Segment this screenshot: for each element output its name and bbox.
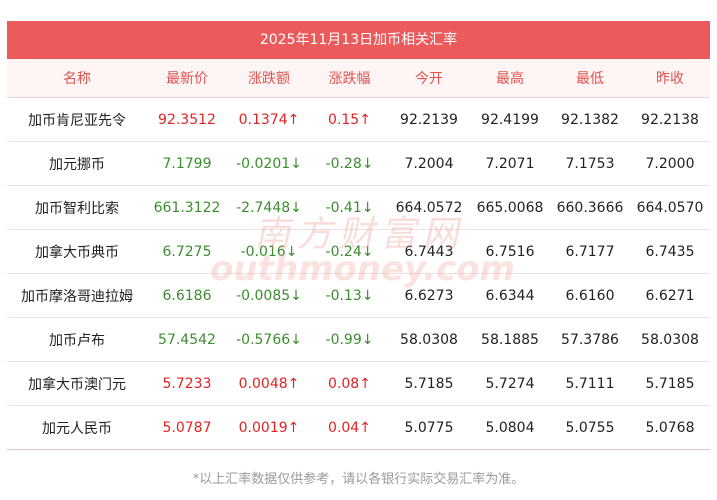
cell-pct: -0.24↓ (311, 229, 388, 274)
cell-latest: 661.3122 (147, 185, 227, 230)
cell-name: 加币智利比索 (7, 185, 147, 230)
cell-pct: 0.08↑ (311, 361, 388, 406)
footnote: *以上汇率数据仅供参考，请以各银行实际交易汇率为准。 (192, 472, 525, 487)
table-row: 加币肯尼亚先令 92.3512 0.1374↑ 0.15↑ 92.2139 92.4199… (7, 97, 710, 142)
cell-change: -0.016↓ (227, 229, 311, 274)
cell-low: 5.0755 (550, 405, 630, 450)
cell-high: 6.7516 (470, 229, 550, 274)
cell-open: 7.2004 (388, 141, 470, 186)
cell-name: 加币卢布 (7, 317, 147, 362)
cell-latest: 57.4542 (147, 317, 227, 362)
cell-high: 5.7274 (470, 361, 550, 406)
header-row: 名称 最新价 涨跌额 涨跌幅 今开 最高 最低 昨收 (7, 59, 710, 98)
cell-high: 58.1885 (470, 317, 550, 362)
col-header-high: 最高 (470, 59, 550, 98)
col-header-open: 今开 (388, 59, 470, 98)
cell-high: 92.4199 (470, 97, 550, 142)
table-row: 加币卢布 57.4542 -0.5766↓ -0.99↓ 58.0308 58.1885 5… (7, 317, 710, 362)
cell-open: 5.7185 (388, 361, 470, 406)
cell-change: -0.0085↓ (227, 273, 311, 318)
cell-high: 6.6344 (470, 273, 550, 318)
rates-table: 名称 最新价 涨跌额 涨跌幅 今开 最高 最低 昨收 加币肯尼亚先令 92.351… (7, 59, 710, 450)
cell-prev: 6.7435 (630, 229, 710, 274)
table-row: 加拿大币澳门元 5.7233 0.0048↑ 0.08↑ 5.7185 5.7274 5.7… (7, 361, 710, 406)
table-row: 加元人民币 5.0787 0.0019↑ 0.04↑ 5.0775 5.0804 5.075… (7, 405, 710, 450)
cell-prev: 6.6271 (630, 273, 710, 318)
cell-pct: 0.15↑ (311, 97, 388, 142)
table-row: 加元挪币 7.1799 -0.0201↓ -0.28↓ 7.2004 7.2071 7.17… (7, 141, 710, 186)
cell-latest: 92.3512 (147, 97, 227, 142)
cell-change: 0.0048↑ (227, 361, 311, 406)
table-title: 2025年11月13日加币相关汇率 (7, 21, 710, 59)
col-header-latest: 最新价 (147, 59, 227, 98)
cell-prev: 5.0768 (630, 405, 710, 450)
cell-open: 6.6273 (388, 273, 470, 318)
cell-open: 664.0572 (388, 185, 470, 230)
cell-latest: 5.7233 (147, 361, 227, 406)
cell-prev: 5.7185 (630, 361, 710, 406)
cell-pct: -0.99↓ (311, 317, 388, 362)
cell-pct: -0.28↓ (311, 141, 388, 186)
cell-latest: 5.0787 (147, 405, 227, 450)
table-row: 加拿大币典币 6.7275 -0.016↓ -0.24↓ 6.7443 6.7516 6.7… (7, 229, 710, 274)
cell-open: 58.0308 (388, 317, 470, 362)
cell-change: 0.1374↑ (227, 97, 311, 142)
table-row: 加币智利比索 661.3122 -2.7448↓ -0.41↓ 664.0572 665.… (7, 185, 710, 230)
cell-name: 加币肯尼亚先令 (7, 97, 147, 142)
cell-low: 6.7177 (550, 229, 630, 274)
cell-pct: -0.41↓ (311, 185, 388, 230)
table-row: 加币摩洛哥迪拉姆 6.6186 -0.0085↓ -0.13↓ 6.6273 6.6344… (7, 273, 710, 318)
cell-low: 5.7111 (550, 361, 630, 406)
col-header-name: 名称 (7, 59, 147, 98)
cell-open: 6.7443 (388, 229, 470, 274)
cell-open: 5.0775 (388, 405, 470, 450)
col-header-low: 最低 (550, 59, 630, 98)
cell-pct: -0.13↓ (311, 273, 388, 318)
cell-low: 6.6160 (550, 273, 630, 318)
cell-pct: 0.04↑ (311, 405, 388, 450)
cell-latest: 6.7275 (147, 229, 227, 274)
cell-change: -0.0201↓ (227, 141, 311, 186)
cell-high: 665.0068 (470, 185, 550, 230)
cell-low: 7.1753 (550, 141, 630, 186)
cell-high: 7.2071 (470, 141, 550, 186)
cell-prev: 58.0308 (630, 317, 710, 362)
cell-name: 加币摩洛哥迪拉姆 (7, 273, 147, 318)
table-body: 加币肯尼亚先令 92.3512 0.1374↑ 0.15↑ 92.2139 92.4199… (7, 97, 710, 450)
cell-prev: 7.2000 (630, 141, 710, 186)
cell-change: -0.5766↓ (227, 317, 311, 362)
cell-high: 5.0804 (470, 405, 550, 450)
col-header-change: 涨跌额 (227, 59, 311, 98)
cell-latest: 7.1799 (147, 141, 227, 186)
cell-name: 加拿大币澳门元 (7, 361, 147, 406)
cell-prev: 664.0570 (630, 185, 710, 230)
cell-low: 660.3666 (550, 185, 630, 230)
cell-name: 加元人民币 (7, 405, 147, 450)
col-header-prev: 昨收 (630, 59, 710, 98)
cell-open: 92.2139 (388, 97, 470, 142)
cell-low: 92.1382 (550, 97, 630, 142)
cell-prev: 92.2138 (630, 97, 710, 142)
cell-name: 加拿大币典币 (7, 229, 147, 274)
cell-change: 0.0019↑ (227, 405, 311, 450)
cell-change: -2.7448↓ (227, 185, 311, 230)
cell-low: 57.3786 (550, 317, 630, 362)
col-header-pct: 涨跌幅 (311, 59, 388, 98)
cell-latest: 6.6186 (147, 273, 227, 318)
cell-name: 加元挪币 (7, 141, 147, 186)
